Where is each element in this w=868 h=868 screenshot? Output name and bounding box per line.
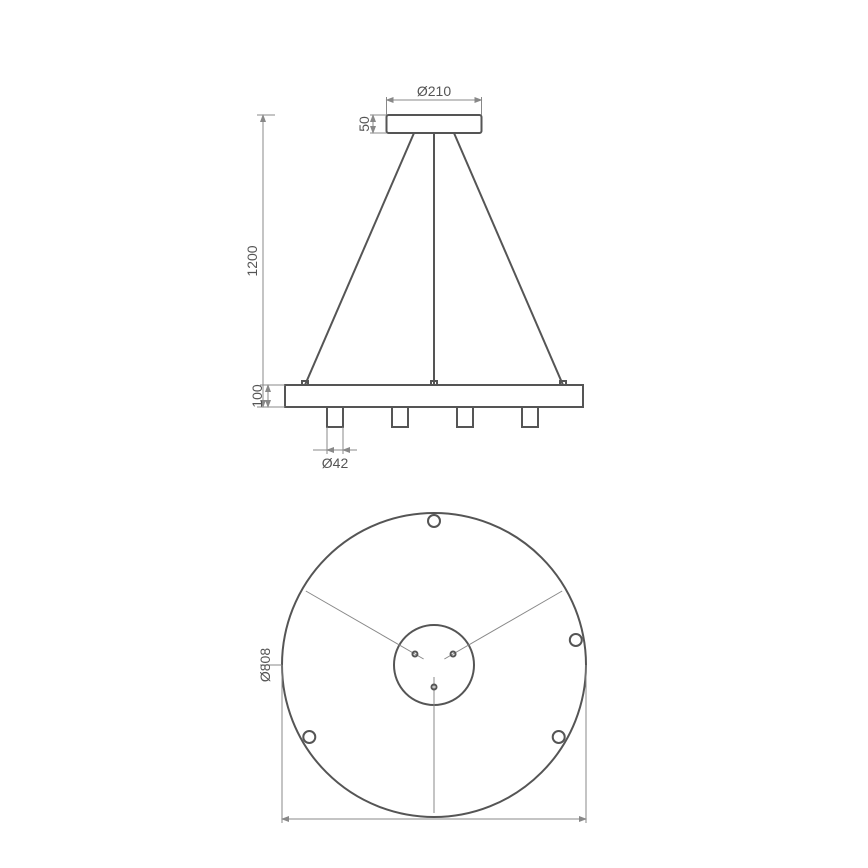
technical-drawing: Ø210 50 1200 100 Ø42 Ø808	[0, 0, 868, 868]
dim-total-height: 1200	[244, 245, 260, 276]
dim-canopy-diameter: Ø210	[417, 83, 451, 99]
dim-bulb-diameter: Ø42	[322, 455, 349, 471]
dim-canopy-height: 50	[356, 116, 372, 132]
plan-view: Ø808	[257, 513, 586, 823]
elevation-view: Ø210 50 1200 100 Ø42	[244, 83, 583, 471]
dim-ring-thickness: 100	[249, 384, 265, 408]
dim-ring-diameter: Ø808	[257, 648, 273, 682]
